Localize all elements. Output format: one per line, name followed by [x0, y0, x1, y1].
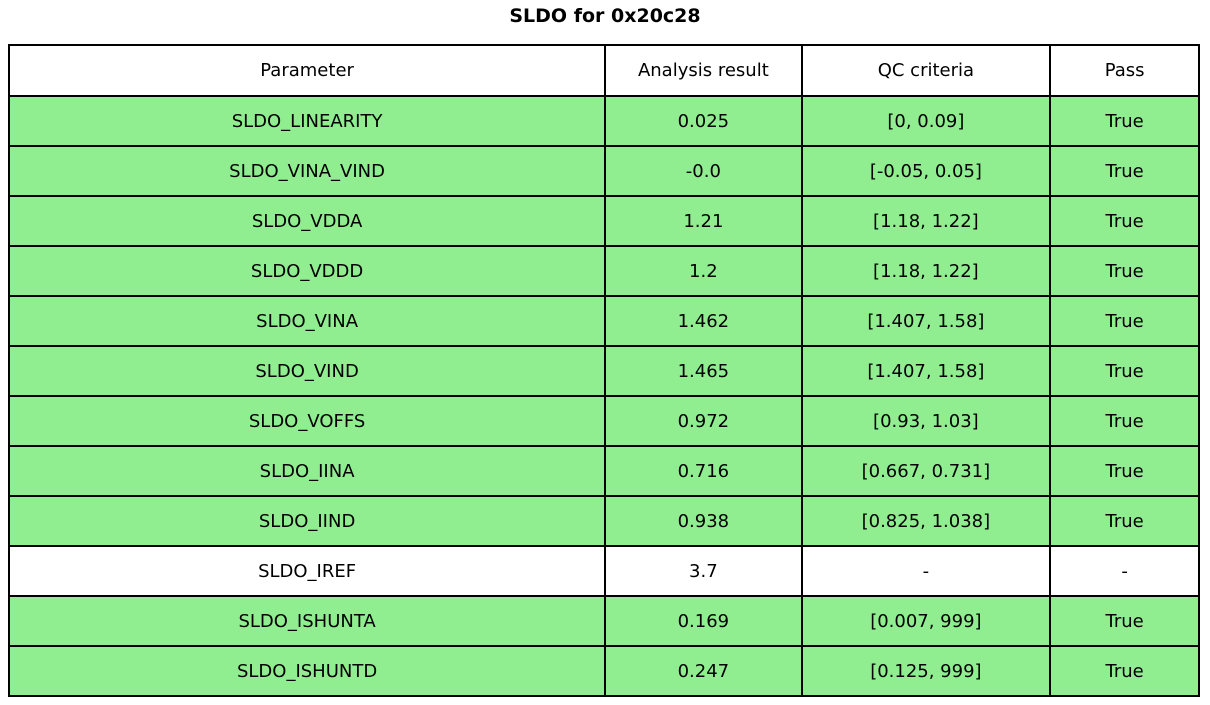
qc-table-body: SLDO_LINEARITY 0.025 [0, 0.09] True SLDO_VIN… — [7, 95, 1200, 697]
qc-criteria-cell: [0, 0.09] — [800, 95, 1052, 147]
pass-cell: True — [1049, 645, 1200, 697]
parameter-cell: SLDO_VDDD — [7, 245, 607, 297]
column-header-qc-criteria: QC criteria — [800, 44, 1052, 97]
pass-cell: - — [1049, 545, 1200, 597]
table-row: SLDO_ISHUNTA 0.169 [0.007, 999] True — [7, 595, 1200, 647]
table-row: SLDO_IREF 3.7- - — [7, 545, 1200, 597]
qc-criteria-cell: - — [800, 545, 1052, 597]
analysis-result-cell: 1.2 — [604, 245, 803, 297]
analysis-result-cell: 1.465 — [604, 345, 803, 397]
parameter-cell: SLDO_IIND — [7, 495, 607, 547]
parameter-cell: SLDO_IINA — [7, 445, 607, 497]
analysis-result-cell: 1.21 — [604, 195, 803, 247]
column-header-parameter: Parameter — [7, 44, 607, 97]
table-row: SLDO_IIND 0.938 [0.825, 1.038] True — [7, 495, 1200, 547]
pass-cell: True — [1049, 245, 1200, 297]
parameter-cell: SLDO_VDDA — [7, 195, 607, 247]
qc-criteria-cell: [1.407, 1.58] — [800, 295, 1052, 347]
parameter-cell: SLDO_IREF — [7, 545, 607, 597]
pass-cell: True — [1049, 195, 1200, 247]
table-row: SLDO_VDDA 1.21 [1.18, 1.22] True — [7, 195, 1200, 247]
qc-criteria-cell: [-0.05, 0.05] — [800, 145, 1052, 197]
qc-criteria-cell: [0.007, 999] — [800, 595, 1052, 647]
analysis-result-cell: 0.972 — [604, 395, 803, 447]
analysis-result-cell: 0.169 — [604, 595, 803, 647]
pass-cell: True — [1049, 95, 1200, 147]
parameter-cell: SLDO_VINA_VIND — [7, 145, 607, 197]
column-header-analysis-result: Analysis result — [604, 44, 803, 97]
pass-cell: True — [1049, 295, 1200, 347]
table-row: SLDO_IINA 0.716 [0.667, 0.731] True — [7, 445, 1200, 497]
analysis-result-cell: 0.025 — [604, 95, 803, 147]
table-row: SLDO_LINEARITY 0.025 [0, 0.09] True — [7, 95, 1200, 147]
parameter-cell: SLDO_LINEARITY — [7, 95, 607, 147]
pass-cell: True — [1049, 445, 1200, 497]
qc-criteria-cell: [1.407, 1.58] — [800, 345, 1052, 397]
table-row: SLDO_VINA 1.462 [1.407, 1.58] True — [7, 295, 1200, 347]
qc-criteria-cell: [0.93, 1.03] — [800, 395, 1052, 447]
table-row: SLDO_VINA_VIND -0.0 [-0.05, 0.05] True — [7, 145, 1200, 197]
parameter-cell: SLDO_VINA — [7, 295, 607, 347]
pass-cell: True — [1049, 395, 1200, 447]
pass-cell: True — [1049, 145, 1200, 197]
analysis-result-cell: 1.462 — [604, 295, 803, 347]
pass-cell: True — [1049, 345, 1200, 397]
column-header-pass: Pass — [1049, 44, 1200, 97]
qc-criteria-cell: [1.18, 1.22] — [800, 245, 1052, 297]
table-row: SLDO_ISHUNTD 0.247 [0.125, 999] True — [7, 645, 1200, 697]
pass-cell: True — [1049, 595, 1200, 647]
analysis-result-cell: 0.938 — [604, 495, 803, 547]
qc-table: Parameter Analysis result QC criteria Pa… — [7, 44, 1200, 697]
header-row: Parameter Analysis result QC criteria Pa… — [7, 44, 1200, 97]
qc-criteria-cell: [0.125, 999] — [800, 645, 1052, 697]
analysis-result-cell: 0.716 — [604, 445, 803, 497]
parameter-cell: SLDO_ISHUNTA — [7, 595, 607, 647]
page-title: SLDO for 0x20c28 — [509, 5, 701, 27]
qc-criteria-cell: [0.667, 0.731] — [800, 445, 1052, 497]
analysis-result-cell: 0.247 — [604, 645, 803, 697]
table-row: SLDO_VOFFS 0.972 [0.93, 1.03] True — [7, 395, 1200, 447]
qc-criteria-cell: [0.825, 1.038] — [800, 495, 1052, 547]
table-row: SLDO_VIND 1.465 [1.407, 1.58] True — [7, 345, 1200, 397]
analysis-result-cell: -0.0 — [604, 145, 803, 197]
pass-cell: True — [1049, 495, 1200, 547]
analysis-result-cell: 3.7 — [604, 545, 803, 597]
qc-criteria-cell: [1.18, 1.22] — [800, 195, 1052, 247]
parameter-cell: SLDO_VIND — [7, 345, 607, 397]
parameter-cell: SLDO_ISHUNTD — [7, 645, 607, 697]
table-row: SLDO_VDDD 1.2 [1.18, 1.22] True — [7, 245, 1200, 297]
parameter-cell: SLDO_VOFFS — [7, 395, 607, 447]
